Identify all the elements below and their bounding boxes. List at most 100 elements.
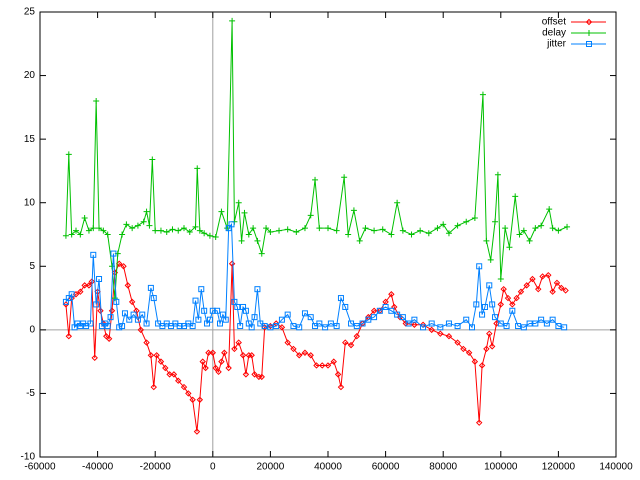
- point: [217, 320, 223, 327]
- point: [316, 225, 323, 232]
- point: [526, 320, 533, 327]
- x-tick-label: 40000: [314, 462, 342, 473]
- point: [90, 251, 97, 258]
- point: [549, 288, 556, 295]
- point: [353, 323, 360, 330]
- point: [111, 295, 118, 302]
- point: [91, 354, 98, 362]
- point: [108, 307, 116, 314]
- point: [316, 320, 323, 327]
- point: [134, 222, 141, 229]
- point: [445, 230, 452, 237]
- point: [157, 358, 165, 365]
- point: [307, 212, 314, 219]
- point: [192, 223, 199, 230]
- point: [175, 227, 182, 234]
- point: [509, 301, 516, 308]
- point: [163, 228, 170, 235]
- point: [532, 225, 539, 232]
- point: [93, 98, 100, 104]
- point: [251, 371, 258, 378]
- point: [73, 227, 79, 234]
- point: [539, 273, 546, 280]
- point: [254, 237, 261, 244]
- point: [492, 218, 499, 225]
- point: [440, 221, 447, 228]
- point: [212, 234, 219, 241]
- point: [469, 324, 475, 331]
- point: [121, 310, 128, 317]
- point: [201, 307, 208, 314]
- point: [225, 364, 232, 372]
- point: [437, 330, 444, 337]
- point: [201, 230, 208, 237]
- point: [189, 396, 196, 403]
- point: [488, 343, 496, 350]
- point: [538, 222, 545, 229]
- legend-label: delay: [542, 28, 566, 39]
- point: [242, 371, 250, 378]
- point: [494, 171, 501, 178]
- point: [350, 207, 357, 214]
- point: [546, 206, 553, 213]
- point: [337, 383, 345, 391]
- point: [238, 237, 245, 244]
- point: [356, 237, 363, 244]
- legend-label: jitter: [546, 39, 567, 50]
- point: [545, 271, 552, 279]
- point: [324, 362, 332, 369]
- point: [371, 314, 378, 321]
- point: [561, 324, 568, 331]
- point: [93, 301, 100, 308]
- point: [425, 230, 432, 237]
- y-tick-label: -5: [26, 388, 35, 399]
- point: [483, 237, 490, 244]
- point: [290, 345, 297, 353]
- point: [175, 377, 182, 384]
- point: [62, 301, 70, 308]
- point: [502, 225, 509, 232]
- point: [237, 323, 244, 330]
- point: [195, 316, 202, 323]
- point: [214, 307, 221, 314]
- point: [90, 225, 97, 232]
- point: [169, 226, 176, 233]
- point: [139, 311, 146, 318]
- point: [68, 291, 75, 298]
- point: [399, 314, 406, 321]
- point: [193, 428, 201, 435]
- point: [564, 223, 571, 230]
- point: [263, 225, 270, 232]
- point: [284, 226, 291, 233]
- point: [185, 390, 192, 397]
- point: [113, 298, 120, 305]
- legend-marker: [585, 18, 593, 26]
- point: [379, 226, 386, 233]
- point: [180, 383, 188, 391]
- x-tick-label: 100000: [484, 462, 518, 473]
- point: [497, 301, 505, 308]
- point: [77, 288, 84, 295]
- point: [250, 225, 257, 232]
- point: [295, 352, 303, 359]
- y-tick-label: 25: [24, 7, 36, 18]
- point: [341, 174, 348, 181]
- point: [553, 279, 561, 287]
- point: [301, 310, 308, 317]
- point: [394, 199, 401, 206]
- x-tick-label: 60000: [372, 462, 400, 473]
- point: [515, 323, 522, 330]
- point: [149, 156, 156, 163]
- y-tick-label: 15: [24, 134, 36, 145]
- point: [445, 320, 452, 327]
- point: [192, 297, 199, 304]
- point: [471, 358, 479, 365]
- point: [543, 320, 550, 327]
- point: [301, 349, 309, 356]
- point: [186, 228, 193, 235]
- point: [239, 352, 247, 359]
- point: [388, 231, 395, 238]
- point: [153, 352, 160, 359]
- point: [218, 208, 225, 215]
